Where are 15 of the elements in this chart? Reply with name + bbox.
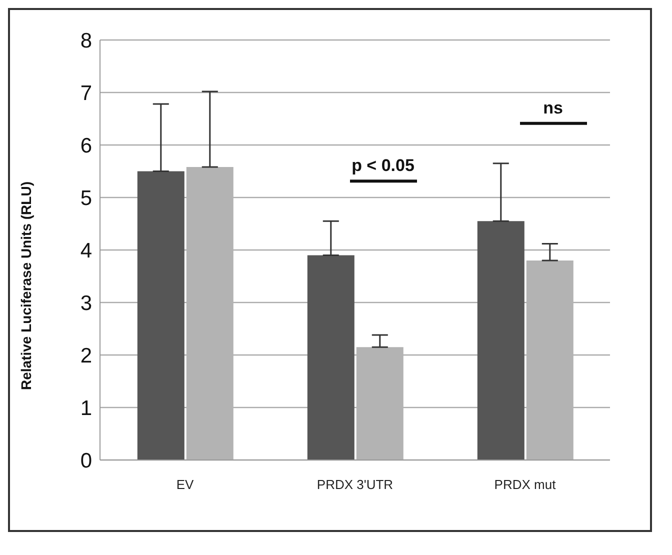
y-tick-label: 3	[80, 292, 92, 315]
y-tick-label: 0	[80, 449, 92, 472]
y-tick-label: 4	[80, 239, 92, 262]
y-tick-label: 5	[80, 186, 92, 210]
x-tick-label: PRDX mut	[494, 477, 556, 492]
annotation: p < 0.05	[352, 156, 414, 176]
y-tick-label: 8	[80, 29, 92, 52]
y-tick-label: 6	[80, 134, 92, 158]
y-tick-label: 1	[80, 396, 92, 420]
annotation: ns	[543, 98, 563, 118]
y-tick-label: 2	[80, 344, 92, 368]
y-axis-title: Relative Luciferase Units (RLU)	[18, 182, 34, 390]
x-tick-label: EV	[176, 477, 194, 492]
x-tick-label: PRDX 3'UTR	[316, 477, 394, 492]
y-tick-label: 7	[80, 82, 92, 105]
